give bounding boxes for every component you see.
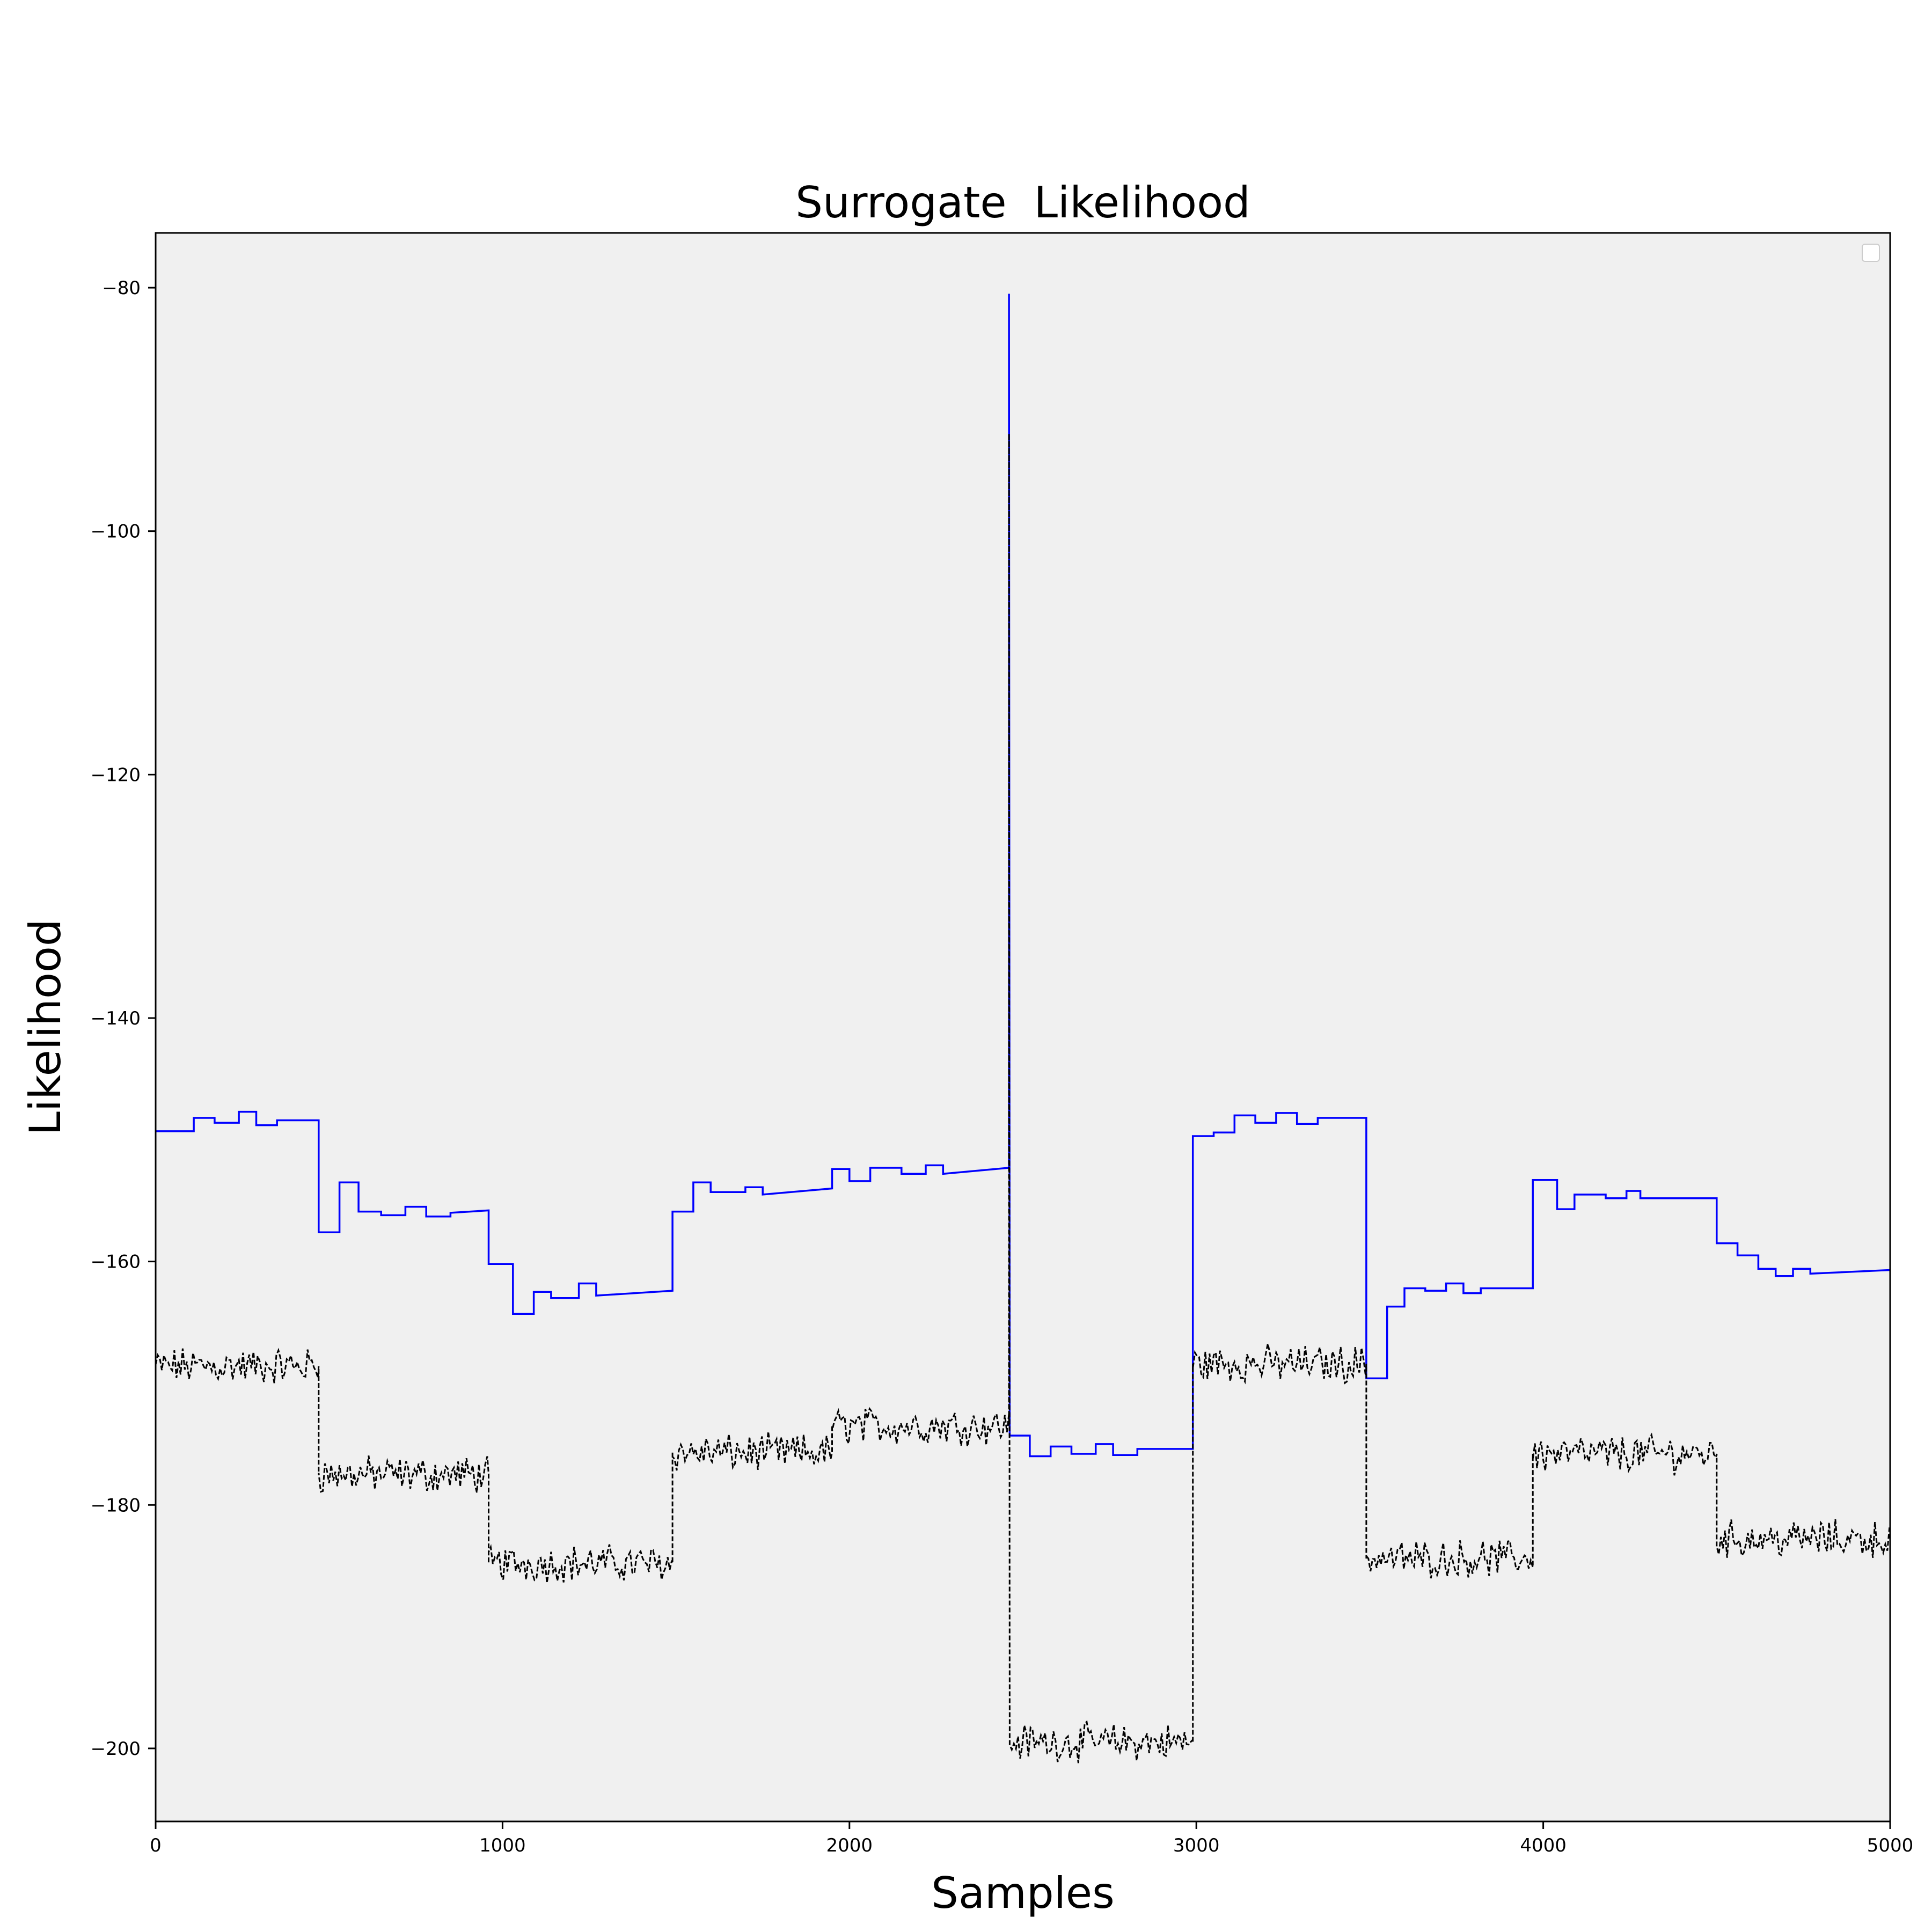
plot-frame (155, 232, 1891, 1823)
y-tick-label: −100 (91, 521, 141, 543)
y-tick-label: −180 (91, 1495, 141, 1516)
y-tick-label: −160 (91, 1252, 141, 1273)
series-layer (155, 294, 1891, 1763)
y-tick-label: −200 (91, 1738, 141, 1760)
chart-title: Surrogate Likelihood (795, 178, 1250, 228)
plot-area (156, 233, 1890, 1821)
y-tick-label: −80 (102, 277, 141, 299)
x-tick-label: 3000 (1173, 1835, 1220, 1856)
x-tick-label: 5000 (1867, 1835, 1914, 1856)
x-tick-label: 4000 (1520, 1835, 1567, 1856)
y-axis-label: Likelihood (20, 919, 70, 1135)
series-line-1 (156, 294, 1891, 1458)
x-tick-label: 1000 (479, 1835, 526, 1856)
x-axis-label: Samples (931, 1868, 1115, 1918)
y-tick-label: −140 (91, 1008, 141, 1029)
x-tick-label: 2000 (826, 1835, 873, 1856)
x-axis: 0 1000 2000 3000 4000 5000 (150, 1821, 1913, 1856)
legend-box (1862, 244, 1880, 262)
y-tick-label: −120 (91, 764, 141, 786)
x-tick-label: 0 (150, 1835, 162, 1856)
y-axis: −80 −100 −120 −140 −160 −180 −200 (91, 277, 156, 1760)
series-line-2 (155, 434, 1891, 1763)
